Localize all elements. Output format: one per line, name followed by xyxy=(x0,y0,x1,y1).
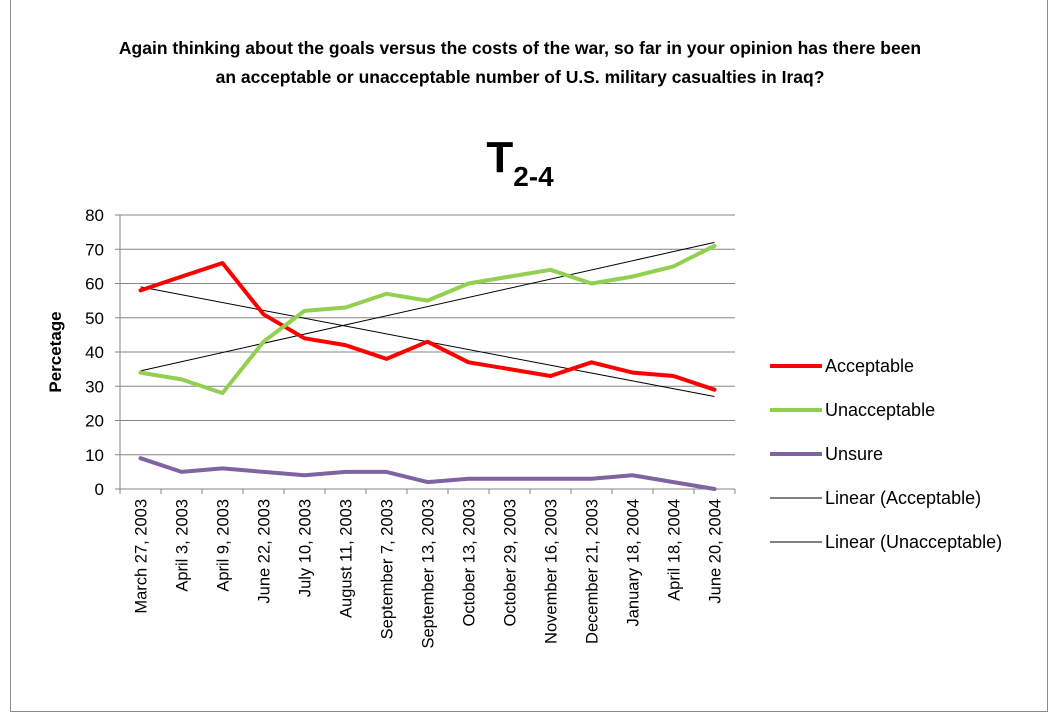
xtick-label: August 11, 2003 xyxy=(338,499,356,618)
x-tick-labels: March 27, 2003 April 3, 2003 April 9, 2003… xyxy=(133,499,725,649)
chart-subtitle: T2-4 xyxy=(440,128,600,207)
chart-title: Again thinking about the goals versus th… xyxy=(118,38,922,87)
xtick-label: October 29, 2003 xyxy=(502,499,520,627)
ytick-label: 30 xyxy=(85,377,104,396)
ytick-label: 50 xyxy=(85,309,104,328)
legend-label: Linear (Unacceptable) xyxy=(825,532,1002,552)
legend-item: Linear (Unacceptable) xyxy=(770,532,1002,552)
series-lines xyxy=(138,243,717,491)
xtick-label: April 3, 2003 xyxy=(174,499,192,592)
ytick-label: 10 xyxy=(85,446,104,465)
legend: Acceptable Unacceptable Unsure Linear (Acce… xyxy=(770,356,1002,552)
ytick-label: 0 xyxy=(95,480,104,499)
y-tick-labels: 0 10 20 30 40 50 60 70 80 xyxy=(85,206,104,499)
xtick-label: July 10, 2003 xyxy=(297,499,315,597)
trendline-unacceptable xyxy=(140,241,715,372)
chart-subtitle-main: T xyxy=(486,133,514,182)
gridlines xyxy=(115,214,735,490)
xtick-label: September 13, 2003 xyxy=(420,499,438,649)
chart-subtitle-sub: 2-4 xyxy=(513,161,554,192)
legend-label: Unacceptable xyxy=(825,400,935,420)
ytick-label: 20 xyxy=(85,412,104,431)
xtick-label: April 9, 2003 xyxy=(215,499,233,592)
ytick-label: 40 xyxy=(85,343,104,362)
legend-label: Unsure xyxy=(825,444,883,464)
legend-item: Unacceptable xyxy=(770,400,935,420)
xtick-label: June 22, 2003 xyxy=(256,499,274,604)
axes xyxy=(119,215,736,494)
series-line-unsure xyxy=(138,456,717,491)
legend-item: Linear (Acceptable) xyxy=(770,488,981,508)
xtick-label: December 21, 2003 xyxy=(584,499,602,644)
xtick-label: November 16, 2003 xyxy=(543,499,561,644)
legend-label: Acceptable xyxy=(825,356,914,376)
ytick-label: 70 xyxy=(85,240,104,259)
xtick-label: September 7, 2003 xyxy=(379,499,397,639)
legend-label: Linear (Acceptable) xyxy=(825,488,981,508)
ytick-label: 60 xyxy=(85,275,104,294)
legend-item: Acceptable xyxy=(770,356,914,376)
xtick-label: March 27, 2003 xyxy=(133,499,151,614)
xtick-label: April 18, 2004 xyxy=(666,499,684,601)
xtick-label: October 13, 2003 xyxy=(461,499,479,627)
xtick-label: January 18, 2004 xyxy=(625,499,643,627)
series-line-acceptable xyxy=(138,261,717,392)
legend-item: Unsure xyxy=(770,444,883,464)
ytick-label: 80 xyxy=(85,206,104,225)
chart-frame xyxy=(10,0,1048,712)
series-line-unacceptable xyxy=(138,243,717,396)
y-axis-label: Percetage xyxy=(46,311,65,392)
xtick-label: June 20, 2004 xyxy=(707,499,725,604)
